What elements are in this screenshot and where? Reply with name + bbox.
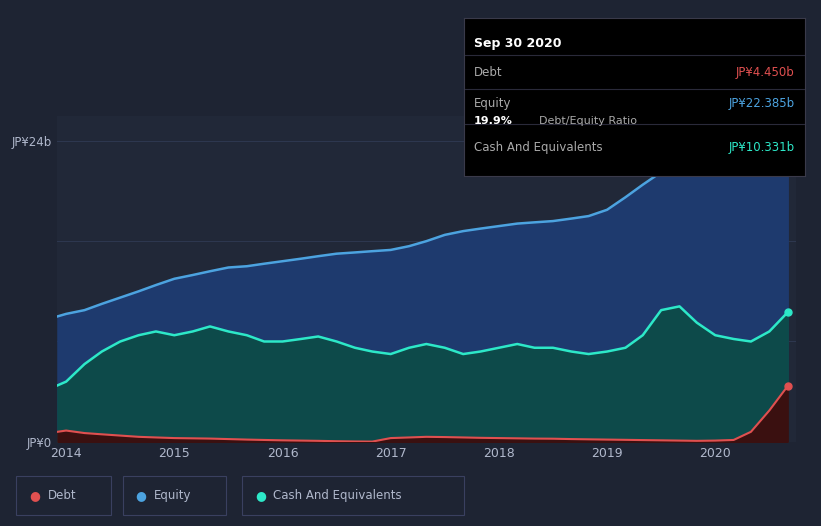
Text: Sep 30 2020: Sep 30 2020 bbox=[474, 37, 562, 50]
Text: Cash And Equivalents: Cash And Equivalents bbox=[273, 489, 402, 502]
Text: Debt: Debt bbox=[474, 66, 502, 78]
Text: Equity: Equity bbox=[474, 97, 511, 110]
Text: Cash And Equivalents: Cash And Equivalents bbox=[474, 141, 603, 154]
Text: ●: ● bbox=[255, 489, 266, 502]
Text: ●: ● bbox=[29, 489, 40, 502]
Text: Debt: Debt bbox=[48, 489, 76, 502]
Text: JP¥22.385b: JP¥22.385b bbox=[728, 97, 795, 110]
Text: JP¥4.450b: JP¥4.450b bbox=[736, 66, 795, 78]
Text: JP¥10.331b: JP¥10.331b bbox=[728, 141, 795, 154]
Text: Equity: Equity bbox=[154, 489, 192, 502]
Text: 19.9%: 19.9% bbox=[474, 116, 513, 126]
Text: Debt/Equity Ratio: Debt/Equity Ratio bbox=[539, 116, 637, 126]
Text: ●: ● bbox=[135, 489, 147, 502]
